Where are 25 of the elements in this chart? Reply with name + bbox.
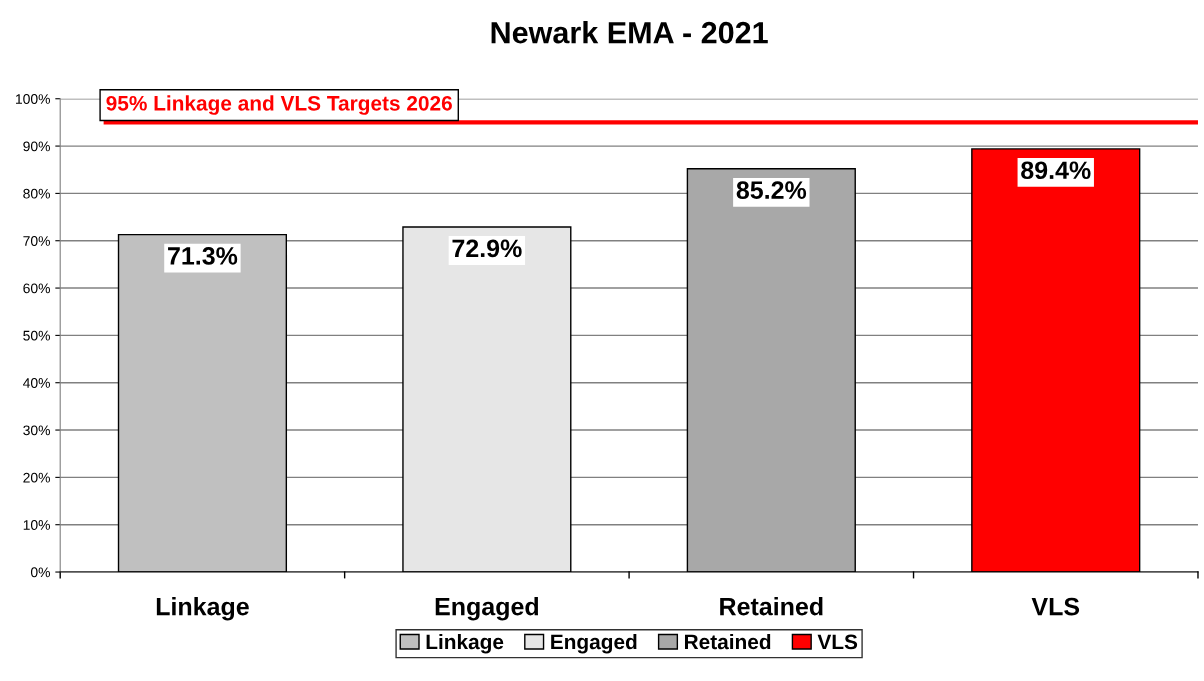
data-label: 71.3% [168,247,238,265]
y-tick-label: 70% [23,236,50,246]
y-tick-label: 100% [16,94,50,104]
y-tick-label: 90% [23,141,50,152]
chart-title: Newark EMA - 2021 [491,21,768,44]
x-tick-label: Linkage [156,597,249,621]
y-tick-label: 50% [23,330,50,341]
x-tick-label: Retained [720,597,823,616]
ref-line-label: 95% Linkage and VLS Targets 2026 [106,95,452,115]
legend-label: Engaged [551,633,637,654]
data-label: 89.4% [1021,161,1091,180]
legend-label: VLS [817,634,858,650]
x-tick-label: VLS [1031,597,1080,616]
legend-label: Retained [684,633,771,650]
x-tick-label: Engaged [435,597,539,621]
y-tick-label: 40% [23,378,50,388]
legend-label: Linkage [426,633,504,654]
data-label: 72.9% [452,239,522,258]
y-tick-label: 80% [23,188,50,199]
y-tick-label: 20% [23,472,50,483]
y-tick-label: 30% [23,425,50,436]
y-tick-label: 0% [30,567,50,578]
y-tick-label: 60% [23,283,50,294]
data-label: 85.2% [736,181,807,199]
y-tick-label: 10% [23,520,50,530]
